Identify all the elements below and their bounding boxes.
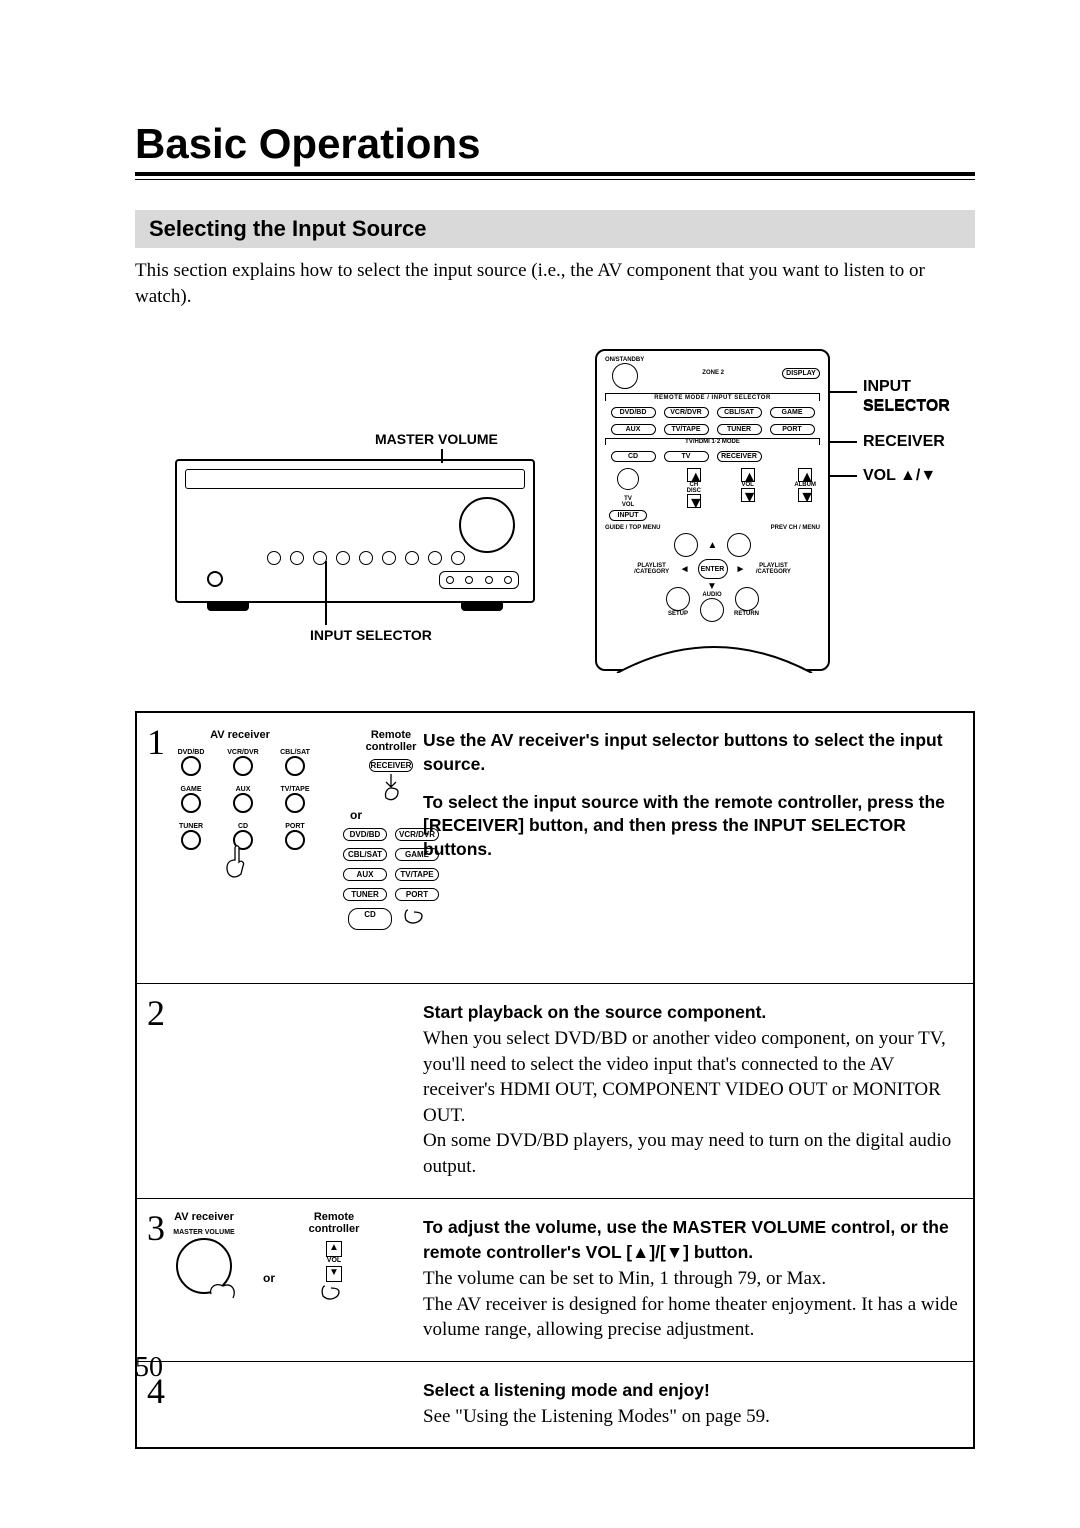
page-number: 50: [135, 1352, 163, 1384]
step3-remote-label: Remote controller: [299, 1211, 369, 1235]
hand-press-down-icon: [374, 772, 408, 802]
vol-down-icon: ▼: [326, 1266, 342, 1282]
aux-port-panel-icon: [439, 571, 519, 589]
label-input-selector: INPUT SELECTOR: [310, 627, 432, 643]
hand-press-icon: [221, 844, 251, 884]
section-heading: Selecting the Input Source: [135, 210, 975, 248]
power-knob-icon: [207, 571, 223, 587]
diagram-area: MASTER VOLUME INPUT SELECTOR ON/: [135, 349, 975, 671]
page-title: Basic Operations: [135, 120, 975, 168]
step1-or: or: [350, 808, 362, 822]
step1-remote-label: Remote controller: [356, 729, 426, 753]
callout-receiver: RECEIVER: [863, 433, 945, 451]
s1-btn-vcrdvr: VCR/DVR: [227, 749, 259, 756]
s1-btn-cd: CD: [238, 823, 248, 830]
intro-text: This section explains how to select the …: [135, 258, 975, 309]
step-1-number: 1: [147, 721, 165, 763]
step3-avreceiver-label: AV receiver: [174, 1211, 234, 1223]
step2-bold: Start playback on the source component.: [423, 1002, 766, 1022]
step1-bold1: Use the AV receiver's input selector but…: [423, 729, 959, 776]
step3-or: or: [263, 1271, 275, 1285]
s1-r-game: GAME: [395, 848, 439, 861]
hand-press-icon-3: [319, 1282, 349, 1306]
s1-btn-game: GAME: [181, 786, 202, 793]
label-master-volume: MASTER VOLUME: [375, 431, 498, 447]
s1-r-tuner: TUNER: [343, 888, 387, 901]
step3-bold: To adjust the volume, use the MASTER VOL…: [423, 1217, 949, 1263]
s1-btn-cblsat: CBL/SAT: [280, 749, 310, 756]
s1-r-tvtape: TV/TAPE: [395, 868, 439, 881]
step4-line1: See "Using the Listening Modes" on page …: [423, 1406, 770, 1427]
leader-vol: [829, 475, 857, 477]
step1-bold2: To select the input source with the remo…: [423, 791, 959, 862]
step3-line2: The AV receiver is designed for home the…: [423, 1294, 958, 1341]
s1-btn-tvtape: TV/TAPE: [280, 786, 309, 793]
hand-turn-icon: [209, 1280, 239, 1306]
step2-line1: When you select DVD/BD or another video …: [423, 1028, 946, 1126]
input-selector-buttons-icon: [267, 551, 465, 565]
steps-table: 1 AV receiver DVD/BD VCR/DVR CBL/SAT GAM…: [135, 711, 975, 1449]
step-1-row: 1 AV receiver DVD/BD VCR/DVR CBL/SAT GAM…: [137, 713, 973, 983]
s1-r-vcrdvr: VCR/DVR: [395, 828, 439, 841]
step1-avreceiver-label: AV receiver: [210, 729, 270, 741]
step3-vol-label: VOL: [327, 1257, 341, 1264]
s1-btn-tuner: TUNER: [179, 823, 203, 830]
step-4-row: 4 Select a listening mode and enjoy! See…: [137, 1361, 973, 1447]
step3-master-vol-label: MASTER VOLUME: [173, 1229, 234, 1236]
step4-bold: Select a listening mode and enjoy!: [423, 1380, 710, 1400]
s1-r-port: PORT: [395, 888, 439, 901]
leader-input-selector: [829, 391, 857, 393]
leader-receiver: [829, 441, 857, 443]
step3-line1: The volume can be set to Min, 1 through …: [423, 1268, 826, 1289]
step-3-row: 3 AV receiver MASTER VOLUME or Remote co…: [137, 1198, 973, 1361]
s1-r-cblsat: CBL/SAT: [343, 848, 387, 861]
callout-vol: VOL ▲/▼: [863, 467, 936, 485]
diagram-receiver: [175, 459, 535, 603]
diagram-remote: ON/STANDBY ZONE 2 DISPLAY REMOTE MODE / …: [595, 349, 830, 671]
master-volume-dial-icon: [459, 497, 515, 553]
s1-r-aux: AUX: [343, 868, 387, 881]
title-rule: [135, 172, 975, 180]
s1-btn-aux: AUX: [236, 786, 251, 793]
step-2-row: 2 Start playback on the source component…: [137, 983, 973, 1197]
step-2-number: 2: [147, 992, 165, 1034]
step-3-number: 3: [147, 1207, 165, 1249]
s1-remote-receiver-pill: RECEIVER: [369, 759, 413, 772]
s1-r-cd: CD: [348, 908, 392, 930]
hand-press-icon-2: [400, 908, 434, 930]
s1-r-dvdbd: DVD/BD: [343, 828, 387, 841]
s1-btn-dvdbd: DVD/BD: [178, 749, 205, 756]
s1-btn-port: PORT: [285, 823, 304, 830]
vol-up-icon: ▲: [326, 1241, 342, 1257]
step2-line2: On some DVD/BD players, you may need to …: [423, 1130, 951, 1177]
